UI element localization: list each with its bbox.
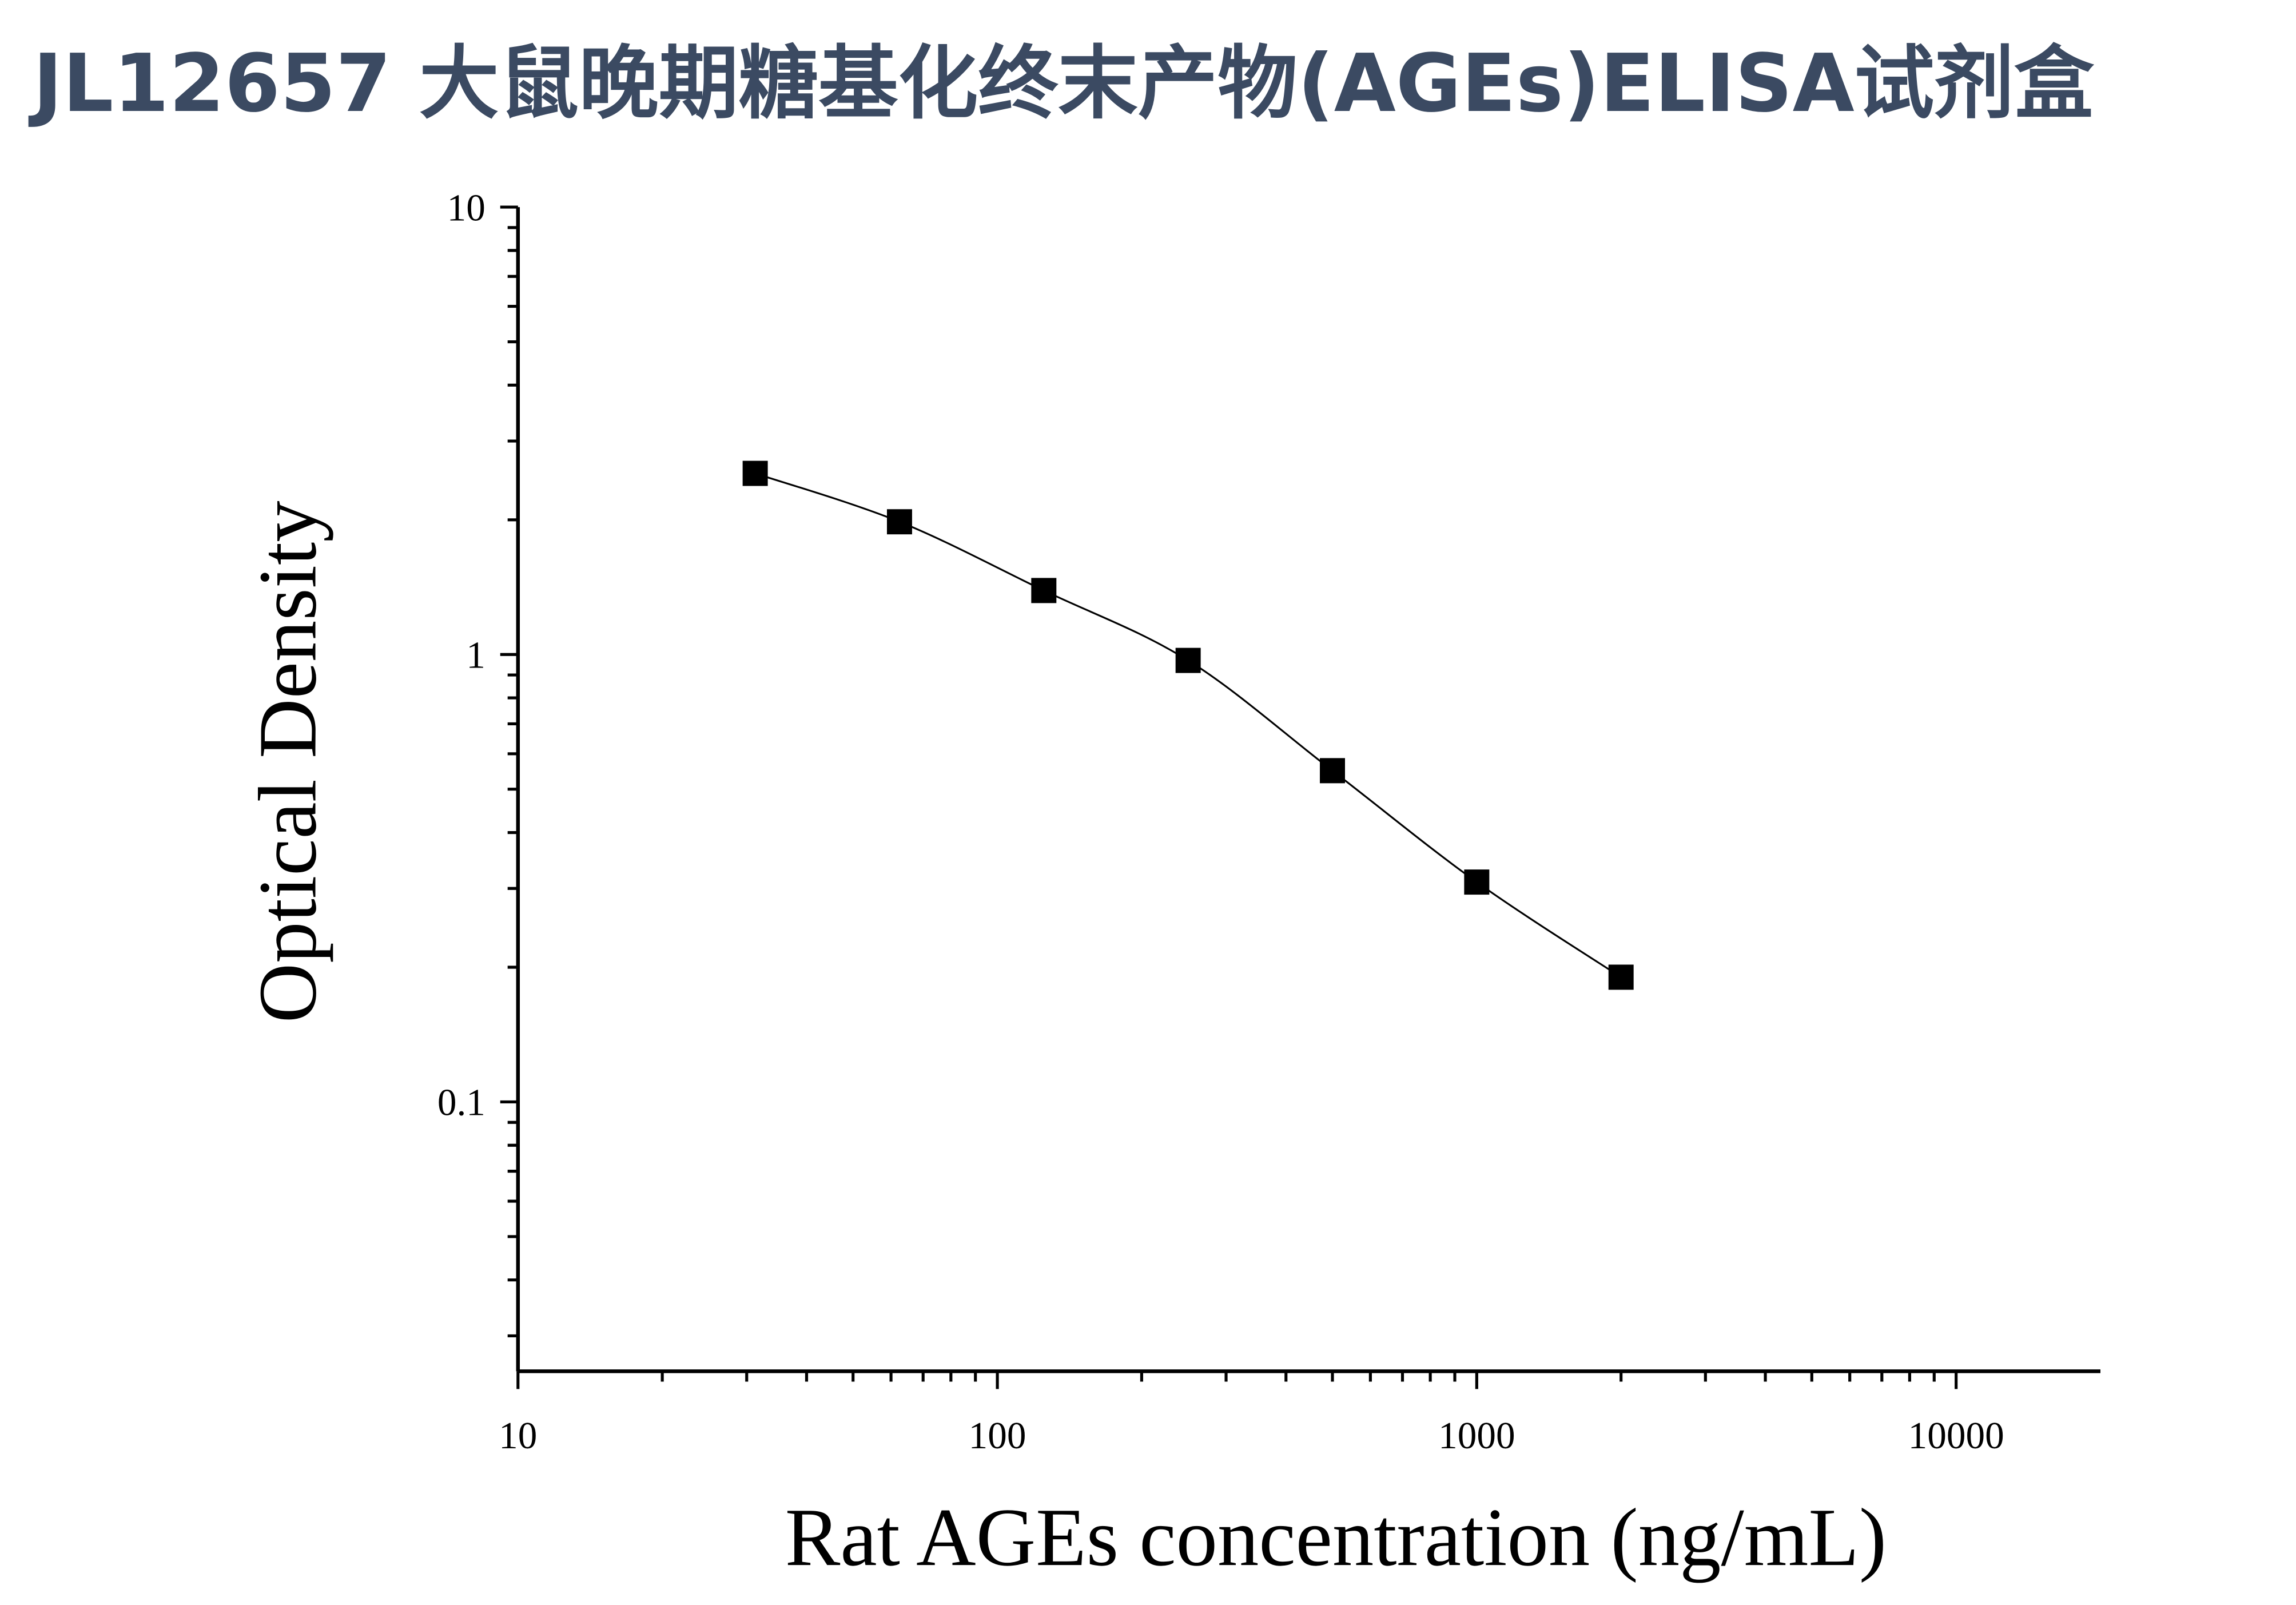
y-tick-label: 0.1 xyxy=(437,1081,486,1124)
marker xyxy=(1175,647,1201,673)
fit-curve xyxy=(755,472,1622,978)
x-tick-label: 1000 xyxy=(1438,1414,1515,1457)
x-tick-label: 100 xyxy=(969,1414,1026,1457)
x-axis-title: Rat AGEs concentration (ng/mL) xyxy=(785,1492,1887,1583)
x-tick-label: 10000 xyxy=(1908,1414,2004,1457)
marker xyxy=(742,460,768,486)
marker xyxy=(1031,578,1057,603)
marker xyxy=(1608,964,1634,990)
marker xyxy=(1320,758,1345,784)
x-tick-label: 10 xyxy=(499,1414,537,1457)
marker xyxy=(1464,869,1490,895)
y-tick-label: 1 xyxy=(466,634,486,677)
marker xyxy=(886,509,912,535)
y-axis-title: Optical Density xyxy=(242,500,333,1023)
chart-title: JL12657 大鼠晚期糖基化终末产物(AGEs)ELISA试剂盒 xyxy=(29,37,2095,130)
y-tick-label: 10 xyxy=(447,186,486,229)
